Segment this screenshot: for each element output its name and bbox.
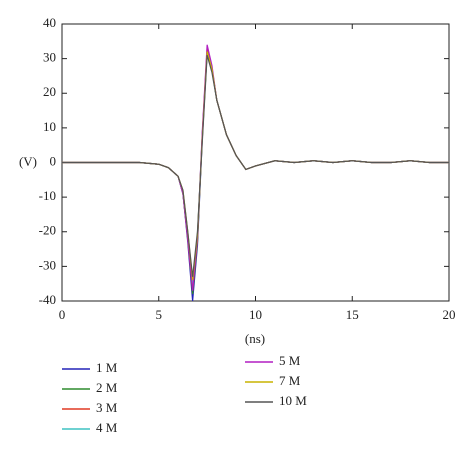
- series-line: [62, 54, 449, 277]
- legend-label: 3 M: [96, 400, 118, 415]
- x-axis-label: (ns): [245, 331, 265, 346]
- legend-label: 2 M: [96, 380, 118, 395]
- y-tick-label: 20: [43, 84, 56, 99]
- legend-label: 10 M: [279, 393, 307, 408]
- y-tick-label: -10: [39, 188, 56, 203]
- x-tick-label: 5: [156, 307, 163, 322]
- series-line: [62, 51, 449, 295]
- y-tick-label: 40: [43, 15, 56, 30]
- series-line: [62, 44, 449, 291]
- legend-label: 7 M: [279, 373, 301, 388]
- legend-label: 1 M: [96, 360, 118, 375]
- y-tick-label: -40: [39, 292, 56, 307]
- x-tick-label: 15: [346, 307, 359, 322]
- y-tick-label: 30: [43, 50, 56, 65]
- x-tick-label: 10: [249, 307, 262, 322]
- y-tick-label: -30: [39, 257, 56, 272]
- series-line: [62, 51, 449, 302]
- x-tick-label: 0: [59, 307, 66, 322]
- legend-label: 5 M: [279, 353, 301, 368]
- x-tick-label: 20: [443, 307, 456, 322]
- series-line: [62, 51, 449, 288]
- y-tick-label: 0: [50, 153, 57, 168]
- legend-label: 4 M: [96, 420, 118, 435]
- y-tick-label: 10: [43, 119, 56, 134]
- series-line: [62, 48, 449, 291]
- y-tick-label: -20: [39, 223, 56, 238]
- y-axis-label: (V): [19, 154, 37, 169]
